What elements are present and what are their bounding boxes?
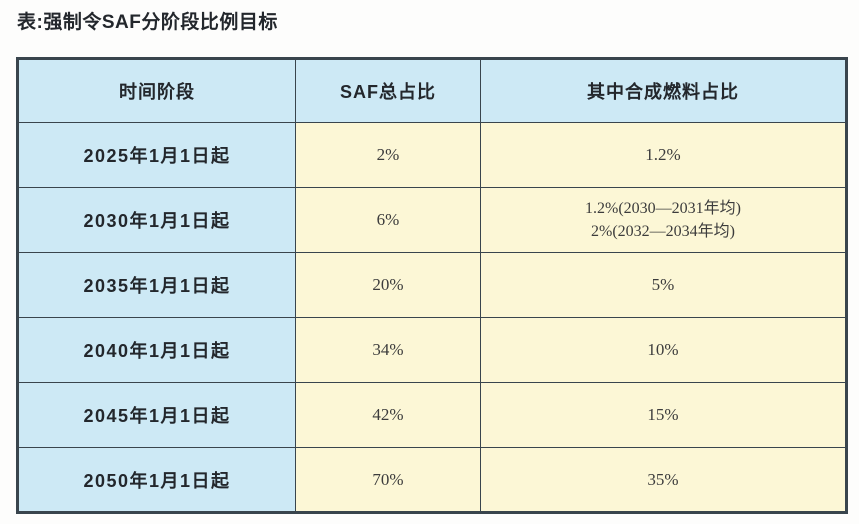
saf-total-value: 2% bbox=[376, 145, 400, 164]
saf-total-cell: 20% bbox=[295, 252, 481, 318]
column-header-period: 时间阶段 bbox=[17, 58, 296, 123]
synthetic-share-cell: 1.2%(2030—2031年均) 2%(2032—2034年均) bbox=[480, 187, 847, 253]
period-cell: 2050年1月1日起 bbox=[17, 447, 296, 513]
synthetic-share-value: 10% bbox=[647, 340, 679, 359]
synthetic-share-value-line2: 2%(2032—2034年均) bbox=[591, 223, 735, 240]
synthetic-share-value: 5% bbox=[651, 275, 675, 294]
synthetic-share-cell: 35% bbox=[480, 447, 847, 513]
table-row: 2040年1月1日起 34% 10% bbox=[17, 317, 847, 383]
period-cell: 2030年1月1日起 bbox=[17, 187, 296, 253]
saf-total-value: 42% bbox=[372, 405, 404, 424]
synthetic-share-cell: 5% bbox=[480, 252, 847, 318]
saf-total-cell: 2% bbox=[295, 122, 481, 188]
saf-targets-table: 时间阶段 SAF总占比 其中合成燃料占比 2025年1月1日起 2% 1.2% … bbox=[16, 57, 848, 514]
table-row: 2025年1月1日起 2% 1.2% bbox=[17, 122, 847, 188]
synthetic-share-value: 15% bbox=[647, 405, 679, 424]
period-cell: 2040年1月1日起 bbox=[17, 317, 296, 383]
table-title: 表:强制令SAF分阶段比例目标 bbox=[17, 12, 278, 33]
period-cell: 2025年1月1日起 bbox=[17, 122, 296, 188]
saf-total-cell: 70% bbox=[295, 447, 481, 513]
table-row: 2035年1月1日起 20% 5% bbox=[17, 252, 847, 318]
table-row: 2050年1月1日起 70% 35% bbox=[17, 447, 847, 513]
synthetic-share-cell: 10% bbox=[480, 317, 847, 383]
synthetic-share-value: 1.2% bbox=[645, 145, 681, 164]
saf-total-value: 6% bbox=[376, 210, 400, 229]
table-row: 2045年1月1日起 42% 15% bbox=[17, 382, 847, 448]
saf-total-value: 70% bbox=[372, 469, 404, 489]
saf-total-cell: 42% bbox=[295, 382, 481, 448]
saf-total-value: 34% bbox=[372, 340, 404, 359]
table-row: 2030年1月1日起 6% 1.2%(2030—2031年均) 2%(2032—… bbox=[17, 187, 847, 253]
synthetic-share-cell: 15% bbox=[480, 382, 847, 448]
synthetic-share-cell: 1.2% bbox=[480, 122, 847, 188]
saf-total-value: 20% bbox=[372, 275, 404, 294]
synthetic-share-value-line1: 1.2%(2030—2031年均) bbox=[585, 199, 741, 217]
column-header-saf-total: SAF总占比 bbox=[295, 58, 481, 123]
table-header-row: 时间阶段 SAF总占比 其中合成燃料占比 bbox=[17, 58, 847, 123]
column-header-synthetic-share: 其中合成燃料占比 bbox=[480, 58, 847, 123]
saf-total-cell: 6% bbox=[295, 187, 481, 253]
saf-total-cell: 34% bbox=[295, 317, 481, 383]
synthetic-share-value: 35% bbox=[647, 469, 679, 489]
period-cell: 2045年1月1日起 bbox=[17, 382, 296, 448]
period-cell: 2035年1月1日起 bbox=[17, 252, 296, 318]
